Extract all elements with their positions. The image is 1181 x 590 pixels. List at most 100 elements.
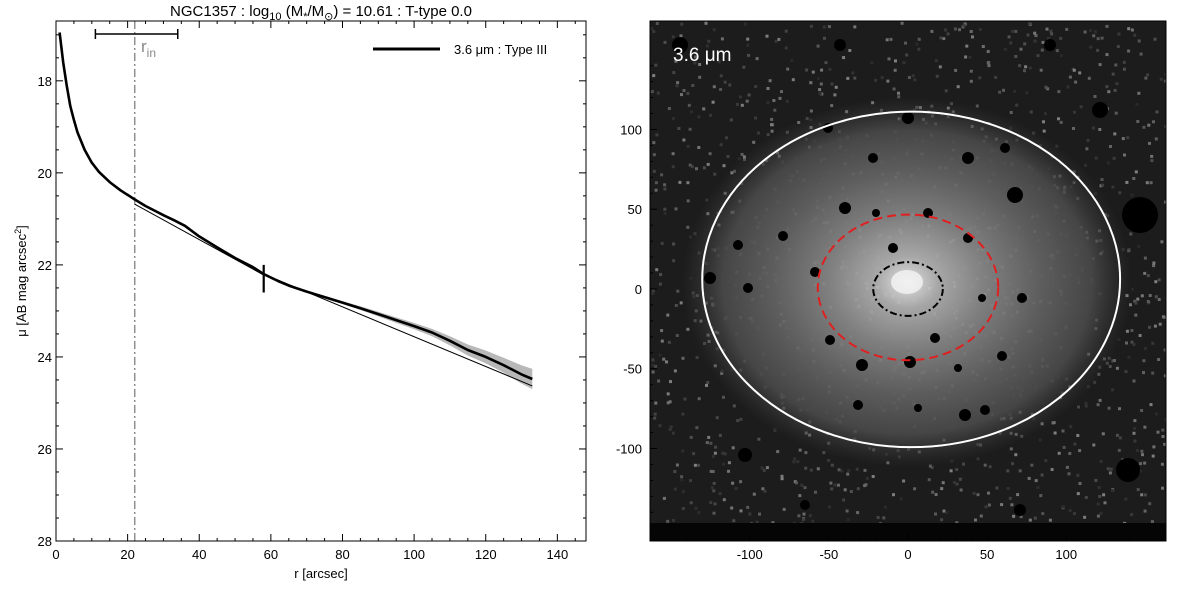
noise-pixel [822,25,826,29]
noise-pixel [729,118,733,122]
noise-pixel [1154,280,1158,284]
noise-pixel [824,61,828,65]
noise-pixel [704,21,708,25]
noise-pixel [828,505,831,509]
noise-pixel [712,481,716,485]
noise-pixel [979,514,983,518]
noise-pixel [958,28,961,32]
noise-pixel [686,327,690,331]
y-tick-label: 18 [38,74,52,89]
noise-pixel [1127,355,1131,359]
noise-pixel [1143,425,1147,429]
noise-pixel [720,37,724,41]
masked-source [997,351,1007,361]
noise-pixel [710,486,714,490]
x-tick-label: 100 [403,547,425,562]
noise-pixel [1160,240,1164,244]
noise-pixel [1084,404,1088,408]
noise-pixel [1127,248,1131,252]
noise-pixel [712,489,716,493]
noise-pixel [739,480,743,484]
noise-pixel [843,488,847,492]
noise-pixel [1057,90,1061,94]
noise-pixel [911,74,915,78]
noise-pixel [1039,494,1043,498]
rin-label: rin [141,37,156,60]
y-label-superscript: 2 [13,229,23,234]
noise-pixel [1059,54,1063,58]
noise-pixel [1092,34,1096,38]
noise-pixel [1026,33,1030,37]
noise-pixel [654,188,658,192]
noise-pixel [885,38,889,42]
noise-pixel [652,74,656,78]
noise-pixel [665,360,668,364]
noise-pixel [681,356,685,360]
noise-pixel [1117,32,1121,36]
noise-pixel [722,395,725,399]
noise-pixel [678,180,682,184]
noise-pixel [1067,472,1071,476]
noise-pixel [690,165,694,169]
masked-source [959,409,971,421]
noise-pixel [1140,294,1144,298]
masked-source [704,272,716,284]
noise-pixel [1006,469,1010,473]
noise-pixel [1137,244,1141,248]
masked-source [738,448,752,462]
noise-pixel [1137,39,1141,43]
image-y-tick-label: 0 [635,282,642,297]
noise-pixel [786,67,790,71]
noise-pixel [727,461,731,465]
noise-pixel [1146,274,1150,278]
noise-pixel [1125,341,1128,345]
noise-pixel [1096,502,1100,506]
noise-pixel [1076,434,1080,437]
noise-pixel [757,131,760,135]
noise-pixel [663,187,667,191]
noise-pixel [1076,492,1080,496]
noise-pixel [772,99,776,102]
noise-pixel [1038,438,1042,442]
noise-pixel [683,397,687,401]
image-x-tick-label: 100 [1055,547,1077,562]
y-tick-label: 20 [38,166,52,181]
noise-pixel [1114,111,1118,115]
noise-pixel [1033,39,1037,43]
noise-pixel [736,419,740,423]
noise-pixel [837,468,841,472]
noise-pixel [830,104,834,108]
noise-pixel [666,392,670,396]
noise-pixel [863,468,867,472]
noise-pixel [987,503,991,507]
noise-pixel [780,474,784,478]
noise-pixel [1000,503,1004,507]
noise-pixel [1118,436,1122,440]
noise-pixel [697,115,701,119]
noise-pixel [782,507,786,511]
image-x-tick-label: -50 [819,547,838,562]
noise-pixel [984,505,988,509]
noise-pixel [940,487,944,491]
x-axis-label: r [arcsec] [294,566,347,581]
noise-pixel [1012,514,1016,518]
noise-pixel [1028,22,1032,26]
noise-pixel [1157,358,1161,361]
noise-pixel [863,484,867,488]
masked-source [872,209,880,217]
noise-pixel [1068,452,1072,455]
noise-pixel [754,116,758,120]
noise-pixel [1072,127,1075,130]
noise-pixel [1099,512,1103,515]
noise-pixel [1078,71,1082,75]
noise-pixel [856,487,860,491]
noise-pixel [1157,298,1161,301]
noise-pixel [1111,359,1115,363]
noise-pixel [905,53,909,57]
noise-pixel [655,268,659,272]
noise-pixel [798,448,802,452]
x-tick-label: 60 [264,547,278,562]
noise-pixel [1036,54,1040,58]
noise-pixel [809,468,813,472]
noise-pixel [987,61,991,64]
